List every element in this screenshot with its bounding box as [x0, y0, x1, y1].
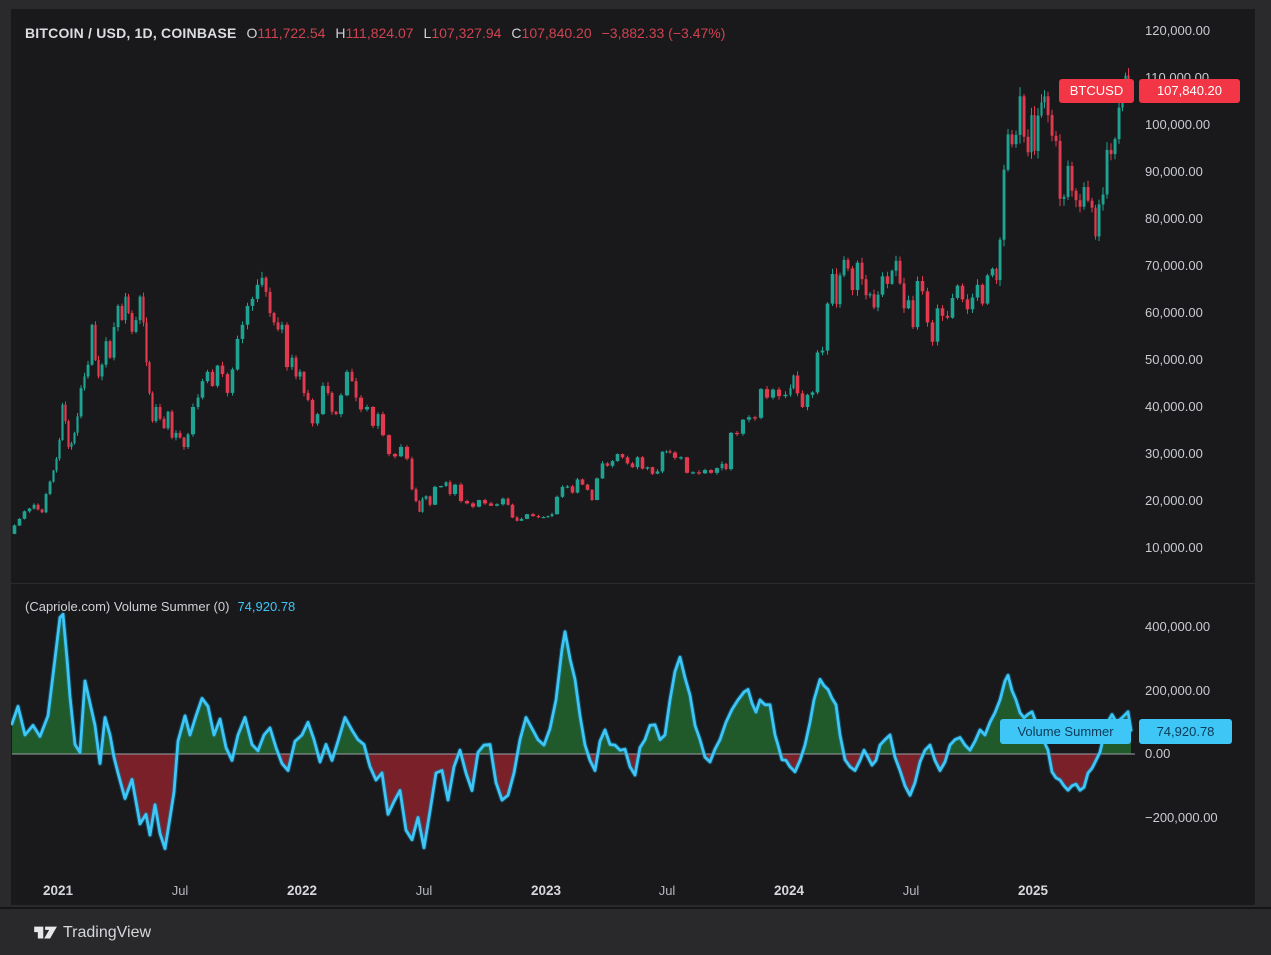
price-axis[interactable]: 120,000.00 110,000.00 100,000.00 90,000.00 8… — [1135, 9, 1255, 583]
price-axis-label: 70,000.00 — [1145, 258, 1203, 273]
tradingview-brand-text[interactable]: TradingView — [63, 924, 152, 941]
time-axis-label: Jul — [171, 883, 189, 898]
price-axis-label: 100,000.00 — [1145, 117, 1211, 132]
price-axis-label: 40,000.00 — [1145, 399, 1203, 414]
pane-separator[interactable] — [11, 583, 1255, 584]
ohlc-label: H — [335, 25, 346, 41]
volume-summer-value-badge: 74,920.78 — [1139, 719, 1232, 744]
ohlc-label: L — [423, 25, 432, 41]
time-axis-label: 2023 — [530, 883, 562, 898]
price-axis-label: 10,000.00 — [1145, 540, 1203, 555]
price-axis-label: 60,000.00 — [1145, 305, 1203, 320]
time-axis-label: 2024 — [773, 883, 805, 898]
time-axis-label: 2022 — [286, 883, 318, 898]
last-price-axis-badge: 107,840.20 — [1139, 79, 1240, 103]
tradingview-logo-icon[interactable] — [33, 923, 59, 948]
time-axis-label: 2021 — [42, 883, 74, 898]
bottom-toolbar: TradingView — [0, 907, 1271, 955]
volume-summer-label-badge: Volume Summer — [1000, 719, 1131, 744]
time-axis-label: Jul — [415, 883, 433, 898]
indicator-legend: (Capriole.com) Volume Summer (0) 74,920.7… — [25, 599, 295, 615]
symbol-legend: BITCOIN / USD, 1D, COINBASE O111,722.54 H1… — [25, 25, 725, 42]
volume-axis-label: 0.00 — [1145, 746, 1171, 761]
indicator-title[interactable]: (Capriole.com) Volume Summer (0) — [25, 599, 230, 614]
volume-axis[interactable]: 400,000.00 200,000.00 0.00 −200,000.00 — [1135, 583, 1255, 874]
indicator-value: 74,920.78 — [237, 599, 296, 614]
symbol-title[interactable]: BITCOIN / USD, 1D, COINBASE — [25, 25, 237, 41]
price-axis-label: 90,000.00 — [1145, 164, 1203, 179]
ohlc-value: 111,824.07 — [345, 25, 414, 41]
time-axis-label: Jul — [902, 883, 920, 898]
time-axis-label: Jul — [658, 883, 676, 898]
volume-axis-label: 400,000.00 — [1145, 619, 1211, 634]
symbol-price-label-badge: BTCUSD — [1059, 79, 1134, 103]
time-axis[interactable]: 2021 Jul 2022 Jul 2023 Jul 2024 Jul 2025 — [11, 874, 1255, 905]
price-axis-label: 120,000.00 — [1145, 23, 1211, 38]
price-axis-label: 20,000.00 — [1145, 493, 1203, 508]
price-axis-label: 50,000.00 — [1145, 352, 1203, 367]
ohlc-label: C — [511, 25, 522, 41]
price-axis-label: 30,000.00 — [1145, 446, 1203, 461]
ohlc-values: O111,722.54 H111,824.07 L107,327.94 C107,84… — [237, 25, 592, 41]
ohlc-value: 107,840.20 — [521, 25, 592, 41]
time-axis-label: 2025 — [1017, 883, 1049, 898]
volume-axis-label: 200,000.00 — [1145, 682, 1211, 698]
price-axis-label: 80,000.00 — [1145, 211, 1203, 226]
ohlc-value: 111,722.54 — [257, 25, 326, 41]
ohlc-label: O — [246, 25, 258, 41]
change-value: −3,882.33 (−3.47%) — [601, 25, 726, 41]
ohlc-value: 107,327.94 — [431, 25, 502, 41]
volume-axis-label: −200,000.00 — [1145, 809, 1218, 825]
